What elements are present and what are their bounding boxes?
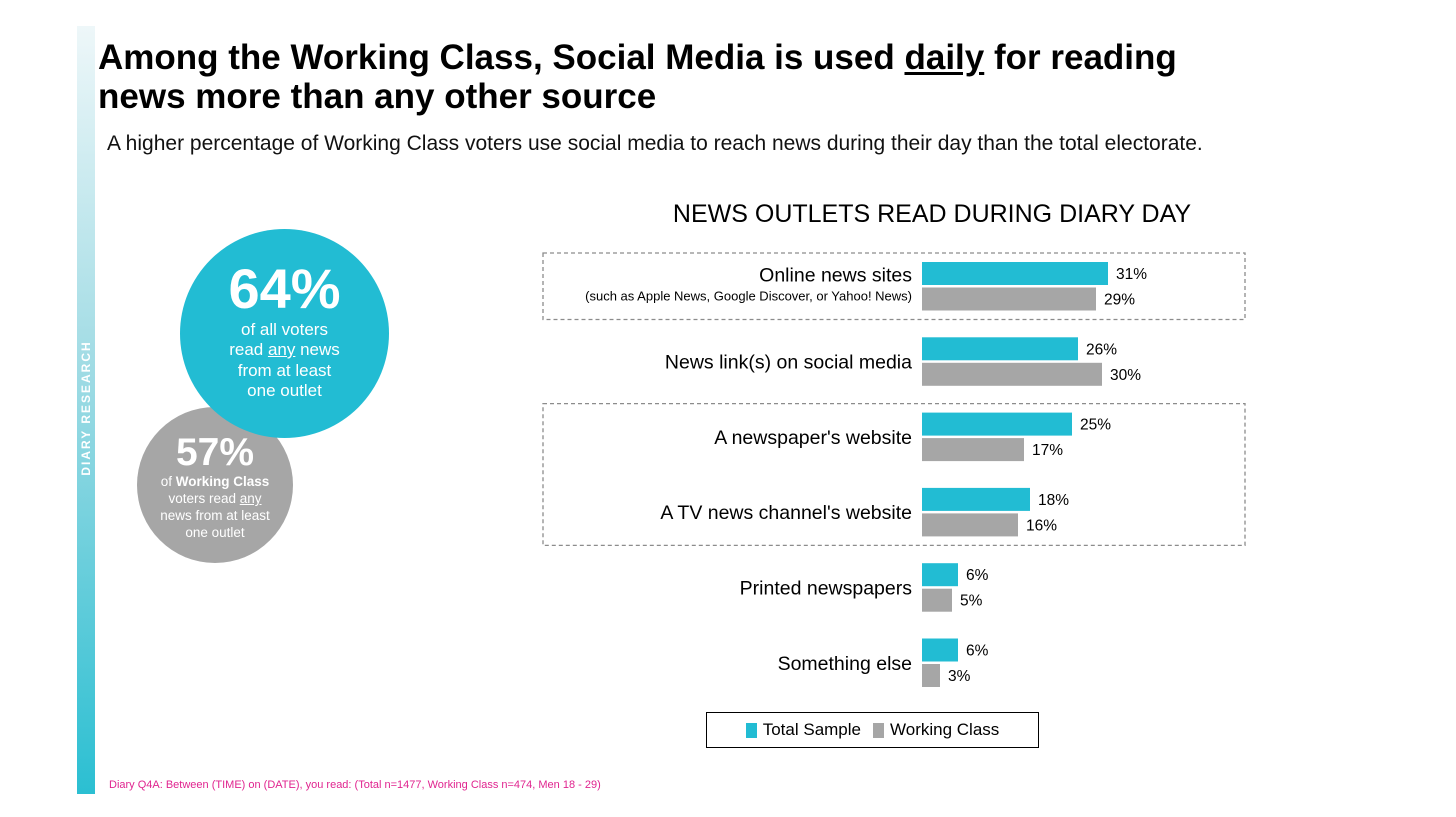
wc-text-bold: Working Class: [175, 474, 270, 489]
data-label: 3%: [948, 668, 971, 685]
page-subtitle: A higher percentage of Working Class vot…: [107, 132, 1203, 155]
data-label: 18%: [1038, 492, 1069, 509]
legend-swatch-total-sample: [745, 722, 757, 738]
legend-item-total-sample: Total Sample: [745, 720, 861, 740]
category-note: (such as Apple News, Google Discover, or…: [585, 288, 912, 303]
bar: [922, 664, 940, 687]
data-label: 6%: [966, 643, 989, 660]
title-part1: Among the Working Class, Social Media is…: [98, 38, 905, 77]
footnote: Diary Q4A: Between (TIME) on (DATE), you…: [109, 779, 601, 791]
wc-text-any: any: [239, 491, 262, 506]
bar: [922, 337, 1078, 361]
category-label: Online news sites: [759, 264, 912, 286]
working-class-value: 57%: [175, 431, 255, 474]
working-class-text: of Working Class voters read any news fr…: [150, 473, 280, 541]
data-label: 17%: [1032, 442, 1063, 459]
wc-text-line3: news from at least: [160, 508, 270, 523]
legend-swatch-working-class: [873, 722, 884, 738]
data-label: 6%: [966, 567, 989, 584]
legend-label-working-class: Working Class: [890, 720, 1000, 739]
data-label: 25%: [1080, 417, 1111, 434]
all-voters-text: of all voters read any news from at leas…: [215, 320, 355, 402]
highlight-box-0: [542, 252, 1246, 321]
wc-text-of: of: [160, 474, 176, 489]
side-accent-bar: [77, 26, 95, 794]
data-label: 30%: [1110, 367, 1141, 384]
data-label: 29%: [1104, 292, 1135, 309]
bar: [922, 563, 958, 587]
av-text-any: any: [267, 340, 296, 359]
bar: [922, 588, 952, 612]
data-label: 5%: [960, 593, 983, 610]
category-label: News link(s) on social media: [665, 352, 912, 374]
category-label: A TV news channel's website: [660, 502, 912, 524]
bar: [922, 638, 958, 662]
data-label: 26%: [1086, 341, 1117, 358]
category-label: Something else: [778, 653, 912, 675]
highlight-box-1: [542, 402, 1246, 547]
all-voters-bubble: 64% of all voters read any news from at …: [180, 229, 389, 438]
legend-label-total-sample: Total Sample: [762, 720, 861, 739]
wc-text-voters-read: voters read: [168, 491, 240, 506]
bar: [922, 412, 1072, 436]
av-text-line1: of all voters: [241, 319, 328, 339]
data-label: 16%: [1026, 517, 1057, 534]
bar: [922, 487, 1030, 511]
av-text-news: news: [295, 340, 340, 359]
category-label: A newspaper's website: [714, 427, 912, 449]
av-text-line3: from at least: [237, 360, 332, 380]
bar: [922, 287, 1096, 311]
chart-legend: Total Sample Working Class: [706, 712, 1039, 748]
data-label: 31%: [1116, 266, 1147, 283]
wc-text-line4: one outlet: [185, 525, 245, 540]
legend-item-working-class: Working Class: [873, 720, 999, 740]
bar: [922, 262, 1108, 285]
category-label: Printed newspapers: [740, 577, 913, 599]
page-title: Among the Working Class, Social Media is…: [98, 38, 1198, 116]
bar: [922, 362, 1102, 386]
title-underlined: daily: [904, 38, 985, 77]
title-part2: for reading news more than any other sou…: [98, 38, 1177, 116]
bar: [922, 438, 1024, 462]
all-voters-value: 64%: [228, 256, 341, 320]
av-text-line4: one outlet: [247, 381, 322, 400]
bar: [922, 513, 1018, 537]
av-text-read: read: [229, 340, 268, 359]
chart-title: NEWS OUTLETS READ DURING DIARY DAY: [672, 200, 1192, 228]
